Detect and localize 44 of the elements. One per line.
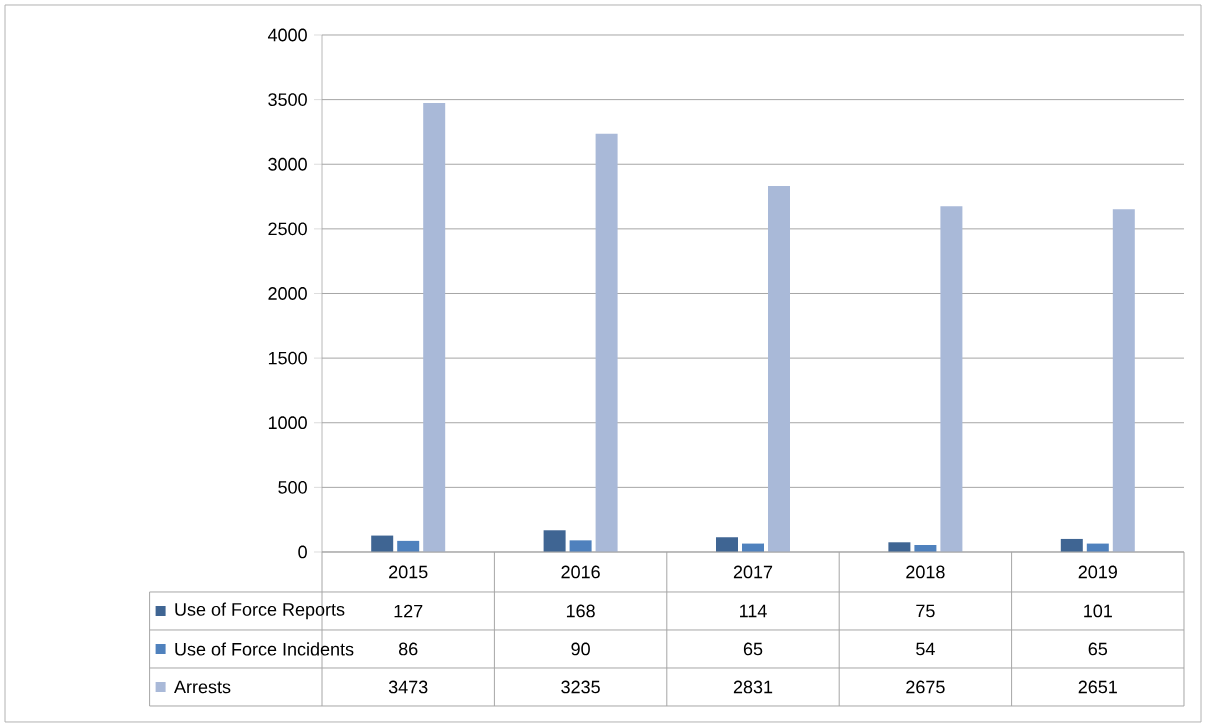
bar	[940, 206, 963, 552]
data-label: 65	[743, 642, 763, 656]
data-label: 3473	[388, 680, 428, 694]
data-label: 2651	[1078, 680, 1117, 694]
data-label: 90	[571, 642, 590, 656]
x-tick-label: 2019	[1078, 565, 1117, 579]
data-label: 3235	[561, 680, 600, 694]
legend-label: Use of Force Incidents	[175, 642, 354, 656]
y-tick-label: 500	[278, 480, 307, 494]
bar	[543, 530, 566, 552]
bar	[423, 103, 446, 552]
y-tick-label: 3000	[268, 157, 307, 171]
bar	[888, 542, 911, 552]
y-tick-label: 1000	[268, 416, 307, 430]
x-tick-label: 2015	[389, 565, 428, 579]
y-tick-label: 4000	[267, 28, 307, 42]
legend-label: Arrests	[174, 680, 231, 694]
y-tick-label: 2000	[268, 287, 307, 300]
data-label: 114	[740, 604, 767, 618]
bar	[768, 186, 790, 552]
x-tick-label: 2017	[733, 565, 773, 579]
legend-label: Use of Force Reports	[175, 602, 345, 620]
y-tick-label: 0	[298, 545, 307, 559]
y-tick-label: 1500	[268, 351, 307, 365]
data-label: 65	[1088, 642, 1108, 656]
x-tick-label: 2016	[561, 565, 600, 579]
bar	[595, 133, 618, 552]
data-label: 101	[1084, 604, 1112, 618]
bar	[1112, 209, 1135, 552]
y-tick-label: 2500	[268, 222, 307, 236]
bar	[716, 537, 738, 552]
data-label: 86	[398, 642, 418, 656]
data-label: 127	[394, 604, 423, 618]
data-label: 2675	[906, 680, 945, 694]
bar	[569, 540, 592, 552]
data-label: 75	[916, 604, 935, 618]
bar	[371, 535, 394, 552]
bar	[397, 540, 420, 552]
x-tick-label: 2018	[906, 565, 945, 579]
bar	[1060, 538, 1083, 552]
y-tick-label: 3500	[268, 93, 307, 107]
data-label: 168	[566, 604, 595, 618]
data-label: 2831	[733, 680, 773, 694]
data-label: 54	[916, 642, 935, 656]
